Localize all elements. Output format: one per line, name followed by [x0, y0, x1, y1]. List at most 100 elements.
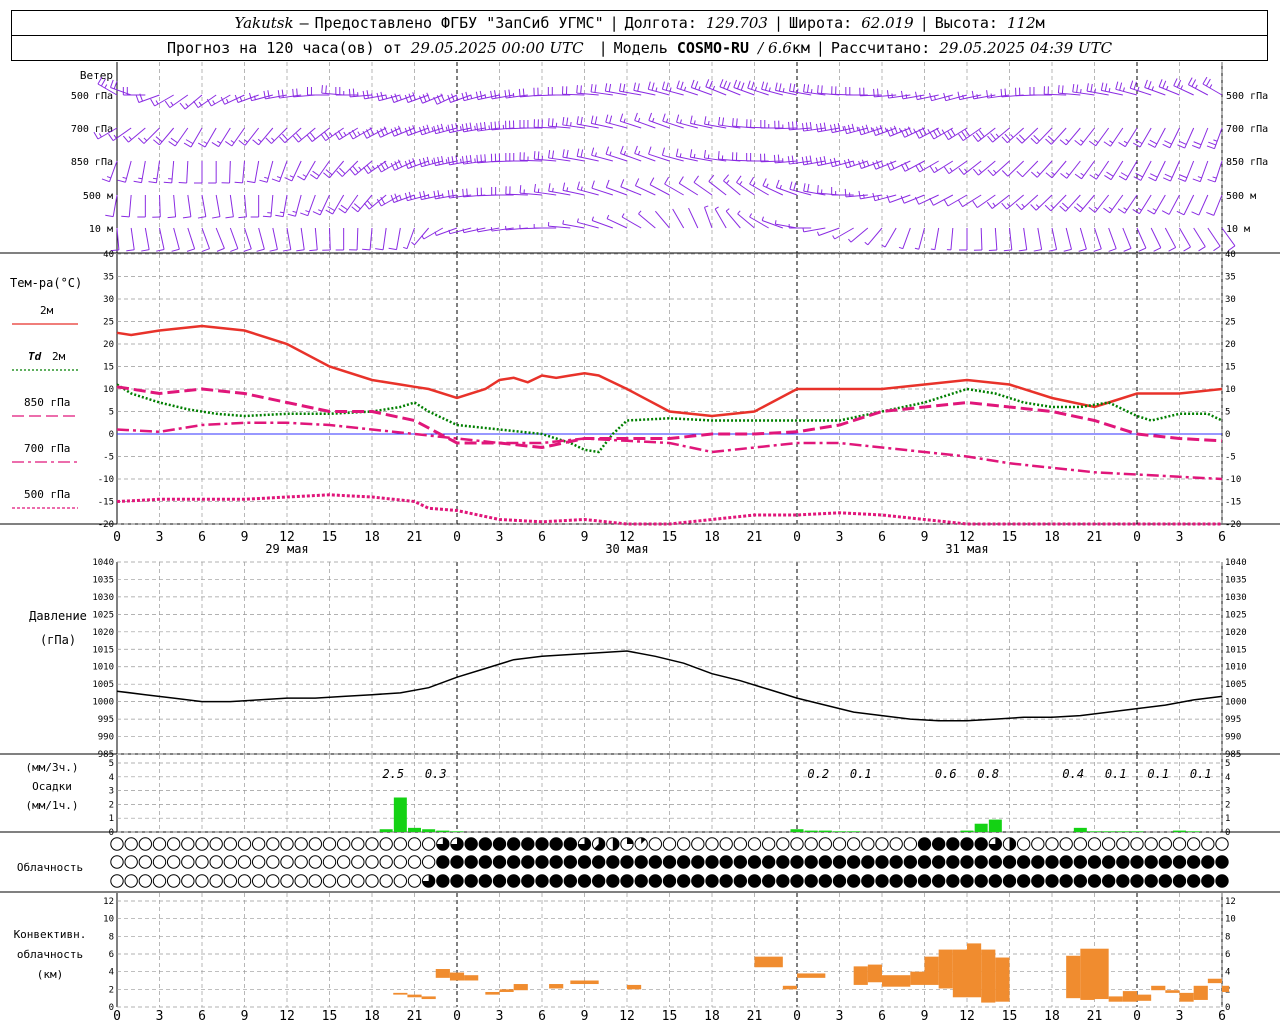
- cloud-circle: [365, 837, 379, 851]
- cloud-fill: [974, 837, 988, 851]
- cloud-symbol: [1116, 874, 1130, 888]
- cloud-symbol: [917, 855, 932, 869]
- wind-barb-feather: [1133, 81, 1137, 90]
- conv-cloud-bar: [952, 949, 967, 998]
- cloud-fill: [734, 855, 747, 869]
- wind-barb-feather: [1191, 144, 1200, 149]
- wind-barb-feather: [801, 123, 805, 132]
- cloud-fill: [677, 874, 690, 888]
- cloud-circle: [181, 837, 195, 851]
- wind-barb-feather: [655, 87, 658, 92]
- cloud-symbol: [747, 874, 762, 888]
- wind-barb-feather: [736, 118, 738, 127]
- wind-barb-feather: [929, 92, 933, 101]
- wind-barb: [242, 160, 245, 183]
- wind-barb-feather: [789, 83, 792, 92]
- wind-barb: [934, 227, 940, 250]
- cloud-fill: [1173, 874, 1186, 888]
- cloud-circle: [223, 837, 238, 851]
- wind-barb-feather: [106, 176, 112, 179]
- wind-barb-feather: [943, 92, 947, 101]
- wind-barb: [1183, 194, 1195, 215]
- conv-cloud-bar: [782, 985, 797, 990]
- wind-barb-feather: [388, 247, 397, 251]
- wind-barb-feather: [796, 158, 798, 164]
- wind-barb-feather: [480, 154, 483, 163]
- cloud-fill: [612, 837, 620, 851]
- wind-barb: [155, 160, 160, 183]
- wind-barb: [704, 207, 713, 229]
- cloud-fill: [521, 855, 535, 869]
- hour-label-bottom: 0: [453, 1009, 461, 1024]
- cloud-circle: [676, 837, 691, 851]
- cloud-symbol: [110, 874, 124, 888]
- hour-label-bottom: 12: [619, 1009, 635, 1024]
- wind-barb-feather: [576, 85, 578, 94]
- y-tick-label-left: 2: [109, 985, 114, 995]
- cloud-symbol: [308, 855, 323, 869]
- wind-barb-feather: [605, 179, 610, 188]
- wind-barb-feather: [829, 124, 833, 133]
- wind-barb-feather: [547, 118, 550, 127]
- cloud-circle: [790, 837, 804, 851]
- wind-barb-feather: [805, 122, 808, 131]
- hour-label-temp: 12: [279, 530, 295, 545]
- wind-barb-feather: [576, 148, 580, 157]
- wind-barb-feather: [683, 86, 687, 91]
- wind-barb-feather: [986, 201, 993, 209]
- wind-barb: [314, 227, 318, 250]
- wind-barb-feather: [815, 157, 819, 166]
- y-tick-label-right: 1035: [1225, 575, 1247, 585]
- cloud-fill: [1187, 874, 1200, 888]
- wind-barb-feather: [403, 246, 408, 250]
- cloud-symbol: [577, 837, 592, 851]
- precip-bar: [1116, 831, 1130, 832]
- wind-barb-feather: [852, 161, 855, 166]
- wind-barb-feather: [1100, 82, 1104, 91]
- cloud-fill: [620, 874, 634, 888]
- wind-barb-feather: [186, 248, 195, 252]
- cloud-symbol: [620, 874, 634, 888]
- hour-label-temp: 15: [662, 530, 678, 545]
- wind-barb: [737, 213, 755, 229]
- cloud-fill: [549, 837, 563, 851]
- cloud-circle: [365, 874, 379, 888]
- cloud-symbol: [521, 837, 535, 851]
- wind-barb-feather: [418, 95, 423, 104]
- wind-barb: [254, 160, 260, 183]
- precip-bar: [1130, 831, 1144, 832]
- wind-barb-feather: [312, 211, 321, 216]
- wind-barb-feather: [448, 229, 451, 234]
- cloud-fill: [1116, 874, 1130, 888]
- wind-barb-feather: [879, 125, 884, 133]
- cloud-circle: [379, 837, 393, 851]
- cloud-fill: [436, 874, 450, 888]
- cloud-circle: [351, 855, 365, 869]
- cloud-symbol: [563, 874, 578, 888]
- wind-barb: [1202, 83, 1223, 96]
- cloud-fill: [1215, 855, 1229, 869]
- wind-barb-feather: [1164, 173, 1173, 178]
- y-tick-label-left: 6: [109, 950, 114, 960]
- wind-barb-feather: [135, 94, 140, 103]
- wind-barb-feather: [791, 155, 794, 164]
- wind-barb: [875, 127, 897, 136]
- wind-barb: [215, 194, 221, 217]
- divider: |: [815, 39, 825, 57]
- wind-barb-feather: [717, 151, 720, 160]
- cloud-circle: [1158, 837, 1173, 851]
- wind-barb: [366, 127, 387, 139]
- cloud-symbol: [676, 874, 691, 888]
- hour-label-temp: 9: [921, 530, 929, 545]
- cloud-fill: [1059, 855, 1073, 869]
- wind-barb-feather: [704, 205, 709, 208]
- wind-barb-feather: [399, 95, 402, 100]
- wind-barb-feather: [198, 101, 202, 106]
- conv-cloud-bar: [1137, 994, 1152, 1001]
- wind-barb-feather: [975, 132, 982, 140]
- cloud-fill: [649, 874, 662, 888]
- wind-barb-feather: [990, 133, 997, 140]
- y-tick-label-right: 25: [1225, 318, 1236, 328]
- precip-3h-label: 0.1: [1190, 767, 1212, 781]
- wind-barb-feather: [451, 189, 454, 198]
